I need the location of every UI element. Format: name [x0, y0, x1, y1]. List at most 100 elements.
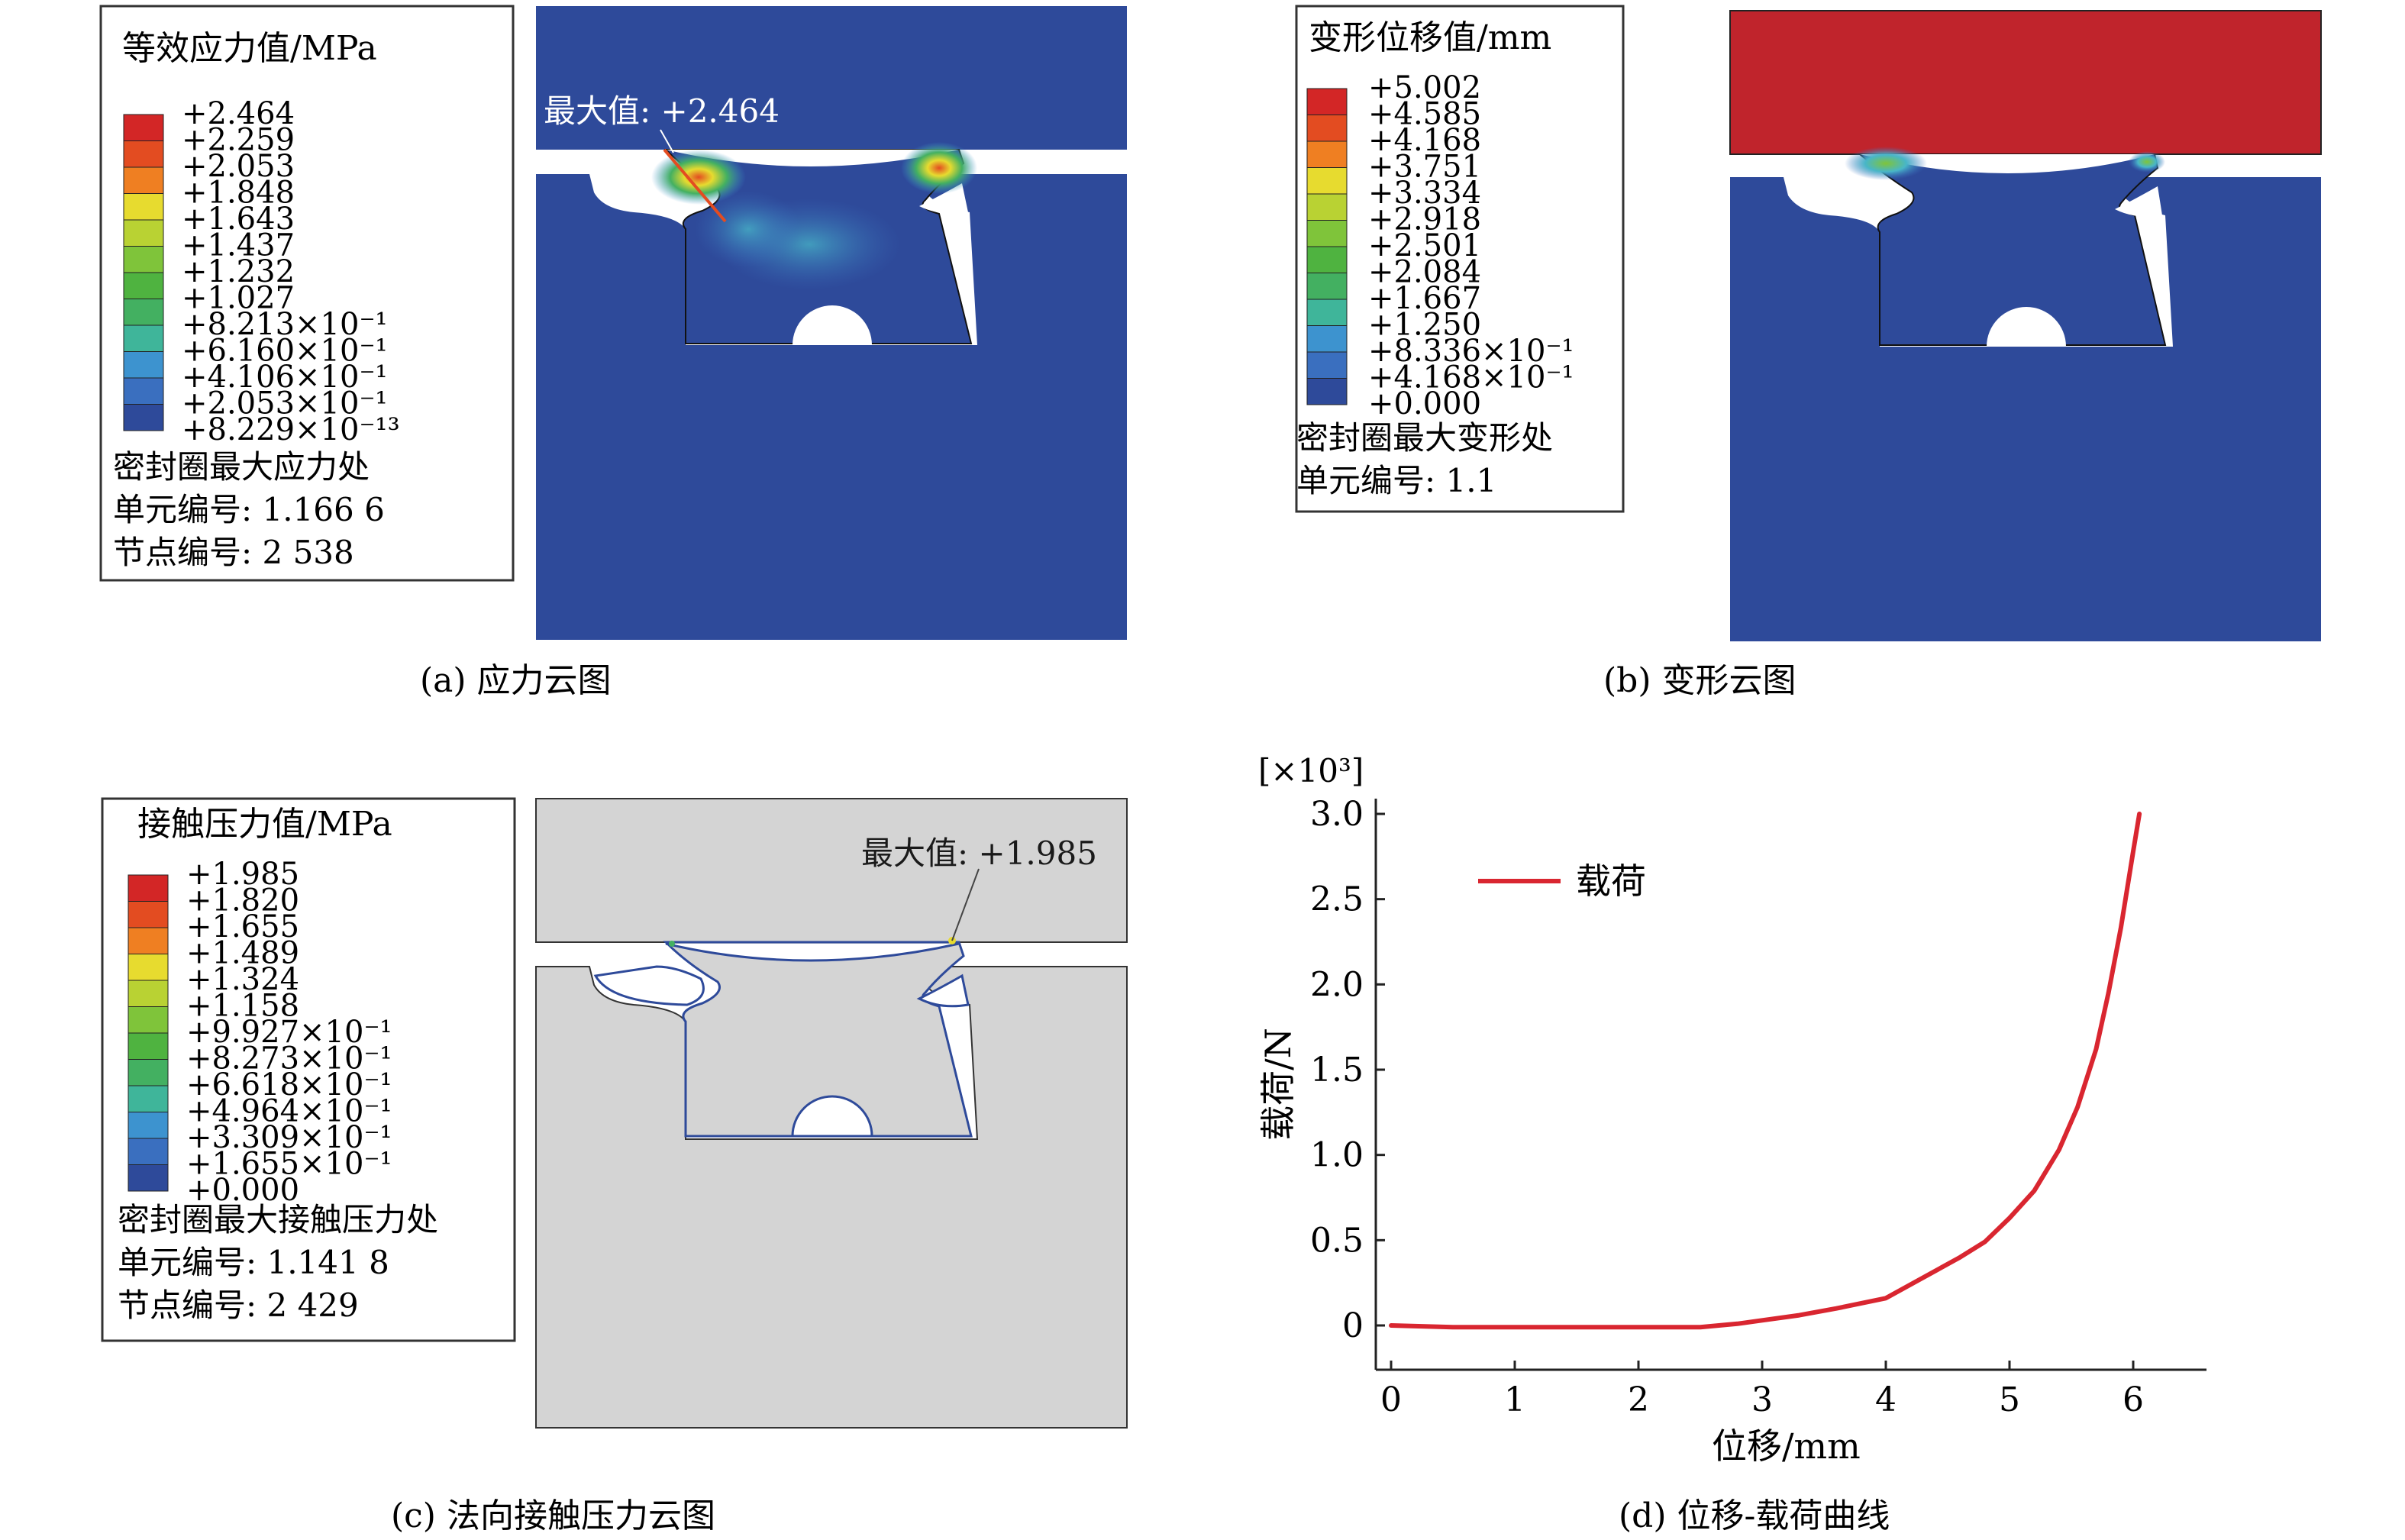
colorbar-tick-label: +1.158	[186, 989, 299, 1024]
max-leader-c	[951, 868, 980, 941]
y-tick-label: 2.5	[1310, 880, 1364, 919]
colorbar-band	[128, 874, 169, 902]
colorbar-tick-label: +1.489	[186, 936, 299, 971]
colorbar-c: +1.985+1.820+1.655+1.489+1.324+1.158+9.9…	[128, 857, 392, 1208]
colorbar-band	[1306, 140, 1348, 168]
max-label-a: 最大值: +2.464	[544, 92, 780, 130]
colorbar-band	[1306, 378, 1348, 405]
left-cavity-b	[1790, 177, 1898, 215]
colorbar-tick-label: +1.437	[182, 228, 295, 263]
colorbar-tick-label: +1.027	[182, 281, 295, 316]
colorbar-tick-label: +2.084	[1368, 255, 1481, 290]
y-tick-label: 0	[1342, 1306, 1364, 1345]
colorbar-band	[1306, 325, 1348, 353]
y-tick-label: 1.0	[1310, 1136, 1364, 1175]
colorbar-band	[1306, 351, 1348, 379]
colorbar-tick-label: +2.501	[1368, 228, 1481, 263]
left-cavity-c	[593, 965, 705, 1006]
colorbar-tick-label: +1.250	[1368, 308, 1481, 343]
legend-title-c: 接触压力值/MPa	[137, 805, 392, 844]
info-line: 节点编号: 2 429	[118, 1287, 359, 1324]
max-label-c: 最大值: +1.985	[861, 835, 1097, 872]
info-line: 单元编号: 1.166 6	[113, 491, 385, 528]
colorbar-band	[1306, 220, 1348, 247]
colorbar-band	[128, 927, 169, 954]
info-line: 密封圈最大接触压力处	[118, 1201, 438, 1238]
colorbar-tick-label: +8.336×10⁻¹	[1368, 334, 1574, 369]
x-tick-label: 6	[2123, 1380, 2144, 1419]
legend-title-a: 等效应力值/MPa	[122, 29, 377, 68]
colorbar-tick-label: +4.964×10⁻¹	[186, 1094, 392, 1129]
colorbar-a: +2.464+2.259+2.053+1.848+1.643+1.437+1.2…	[123, 96, 400, 447]
info-line: 单元编号: 1.141 8	[118, 1244, 389, 1281]
colorbar-tick-label: +4.168×10⁻¹	[1368, 360, 1574, 395]
panel-d-chart: 0 1 2 3 4 5 600.51.01.52.02.53.0 [×10³] 位移/mm …	[1257, 752, 2206, 1535]
colorbar-band	[1306, 246, 1348, 273]
y-multiplier: [×10³]	[1258, 752, 1364, 789]
colorbar-band	[128, 980, 169, 1007]
max-leader-a	[660, 129, 674, 153]
deform-hotspot-right	[2129, 151, 2165, 173]
colorbar-tick-label: +4.585	[1368, 97, 1481, 132]
seal-ring-c	[663, 941, 973, 1138]
lower-groove-b	[1730, 177, 2321, 641]
colorbar-tick-label: +1.232	[182, 254, 295, 289]
seal-top-gap-b	[1860, 154, 2155, 173]
colorbar-band	[128, 1032, 169, 1060]
colorbar-band	[123, 351, 164, 379]
colorbar-band	[1306, 273, 1348, 300]
right-cavity-b	[2115, 186, 2162, 217]
panel-c: 接触压力值/MPa +1.985+1.820+1.655+1.489+1.324…	[101, 797, 1128, 1535]
colorbar-tick-label: +2.464	[182, 96, 295, 131]
info-line: 单元编号: 1.1	[1296, 462, 1496, 499]
colorbar-band	[123, 246, 164, 273]
colorbar-band	[128, 1138, 169, 1165]
seal-hole-c	[791, 1095, 873, 1138]
info-line: 密封圈最大变形处	[1296, 419, 1553, 457]
colorbar-tick-label: +0.000	[1368, 386, 1481, 421]
panel-b: 变形位移值/mm +5.002+4.585+4.168+3.751+3.334+…	[1295, 5, 2322, 700]
colorbar-b: +5.002+4.585+4.168+3.751+3.334+2.918+2.5…	[1306, 70, 1574, 421]
colorbar-band	[123, 140, 164, 168]
colorbar-tick-label: +2.259	[182, 123, 295, 158]
colorbar-band	[1306, 115, 1348, 142]
legend-box-c	[101, 797, 516, 1342]
colorbar-tick-label: +6.160×10⁻¹	[182, 334, 388, 369]
fe-model-b	[1729, 10, 2322, 641]
x-tick-label: 5	[1999, 1380, 2020, 1419]
seal-hole-b	[1987, 307, 2066, 347]
colorbar-tick-label: +1.985	[186, 857, 299, 892]
colorbar-band	[123, 377, 164, 405]
panel-a: 等效应力值/MPa +2.464+2.259+2.053+1.848+1.643…	[99, 5, 1127, 700]
stress-edge-left	[663, 148, 727, 223]
colorbar-tick-label: +0.000	[186, 1173, 299, 1208]
colorbar-tick-label: +2.053	[182, 149, 295, 184]
seal-top-gap-c	[665, 942, 960, 962]
colorbar-band	[128, 954, 169, 981]
fe-model-a: 最大值: +2.464	[536, 6, 1127, 640]
y-tick-label: 2.0	[1310, 965, 1364, 1004]
info-line: 节点编号: 2 538	[113, 534, 354, 571]
colorbar-band	[1306, 193, 1348, 221]
colorbar-tick-label: +1.820	[186, 883, 299, 919]
colorbar-band	[1306, 299, 1348, 326]
lower-groove-a	[536, 174, 1127, 640]
colorbar-tick-label: +1.667	[1368, 281, 1481, 316]
x-axis-label: 位移/mm	[1712, 1425, 1861, 1467]
upper-plate-c	[535, 798, 1128, 943]
right-cavity-c	[916, 973, 970, 1008]
colorbar-tick-label: +3.751	[1368, 150, 1481, 185]
colorbar-tick-label: +1.848	[182, 176, 295, 211]
colorbar-tick-label: +1.655×10⁻¹	[186, 1147, 392, 1182]
upper-plate-b	[1729, 10, 2322, 155]
x-tick-label: 2	[1628, 1380, 1649, 1419]
colorbar-tick-label: +3.309×10⁻¹	[186, 1120, 392, 1155]
fe-model-c: 最大值: +1.985	[535, 798, 1128, 1429]
colorbar-tick-label: +4.168	[1368, 123, 1481, 158]
colorbar-band	[123, 404, 164, 431]
colorbar-band	[128, 1164, 169, 1192]
stress-hotspot-right	[901, 142, 977, 194]
